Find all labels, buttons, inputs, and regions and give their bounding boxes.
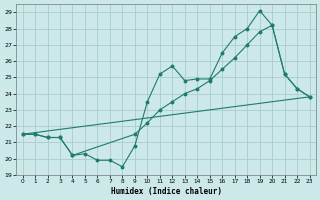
X-axis label: Humidex (Indice chaleur): Humidex (Indice chaleur) (111, 187, 221, 196)
